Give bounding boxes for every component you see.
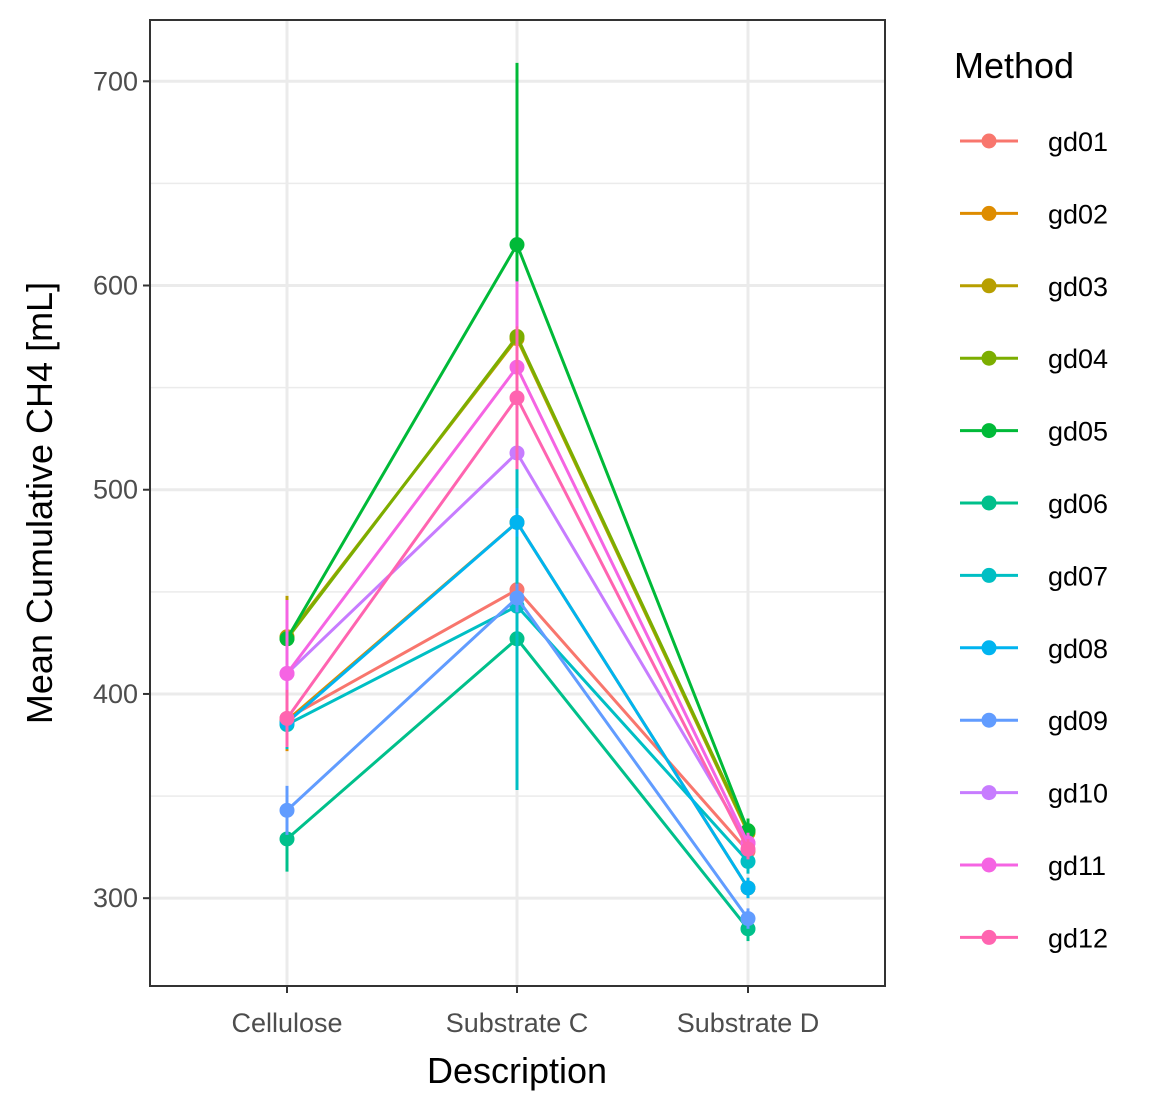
legend-item-gd03: gd03	[960, 272, 1108, 302]
legend-key-point-gd12	[981, 929, 997, 945]
y-axis-title: Mean Cumulative CH4 [mL]	[19, 282, 60, 724]
point-gd11-0	[279, 666, 295, 682]
legend-label-gd03: gd03	[1048, 272, 1108, 302]
legend-label-gd11: gd11	[1048, 851, 1106, 881]
legend-item-gd06: gd06	[960, 489, 1108, 519]
legend-item-gd12: gd12	[960, 923, 1108, 953]
legend-key-point-gd07	[981, 567, 997, 583]
legend-key-point-gd02	[981, 205, 997, 221]
legend: Method gd01gd02gd03gd04gd05gd06gd07gd08g…	[954, 45, 1108, 953]
legend-label-gd12: gd12	[1048, 923, 1108, 953]
legend-key-point-gd06	[981, 495, 997, 511]
y-tick-label-500: 500	[93, 475, 138, 505]
legend-label-gd01: gd01	[1048, 127, 1108, 157]
legend-key-point-gd01	[981, 133, 997, 149]
y-tick-label-300: 300	[93, 883, 138, 913]
legend-label-gd10: gd10	[1048, 779, 1108, 809]
series-layer	[279, 62, 756, 942]
legend-item-gd11: gd11	[960, 851, 1106, 881]
legend-item-gd10: gd10	[960, 779, 1108, 809]
point-gd06-0	[279, 831, 295, 847]
y-tick-label-600: 600	[93, 270, 138, 300]
point-gd12-2	[740, 841, 756, 857]
legend-item-gd09: gd09	[960, 706, 1108, 736]
point-gd08-1	[509, 514, 525, 530]
legend-label-gd02: gd02	[1048, 199, 1108, 229]
legend-key-point-gd10	[981, 785, 997, 801]
legend-label-gd09: gd09	[1048, 706, 1108, 736]
y-tick-label-400: 400	[93, 679, 138, 709]
legend-key-point-gd08	[981, 640, 997, 656]
legend-key-point-gd05	[981, 423, 997, 439]
point-gd08-2	[740, 880, 756, 896]
legend-key-point-gd09	[981, 712, 997, 728]
legend-item-gd05: gd05	[960, 417, 1108, 447]
legend-key-point-gd03	[981, 278, 997, 294]
series-gd09	[279, 583, 756, 929]
legend-key-point-gd04	[981, 350, 997, 366]
legend-item-gd08: gd08	[960, 634, 1108, 664]
point-gd09-0	[279, 802, 295, 818]
x-axis-title: Description	[427, 1050, 607, 1091]
legend-label-gd05: gd05	[1048, 417, 1108, 447]
legend-title: Method	[954, 45, 1074, 86]
series-gd12	[279, 326, 756, 860]
point-gd12-0	[279, 710, 295, 726]
legend-label-gd07: gd07	[1048, 561, 1108, 591]
x-tick-label-0: Cellulose	[231, 1008, 342, 1038]
axes: 300 400 500 600 700 Cellulose Substrate C Subst…	[93, 66, 819, 1038]
y-tick-label-700: 700	[93, 66, 138, 96]
legend-key-point-gd11	[981, 857, 997, 873]
x-tick-label-2: Substrate D	[677, 1008, 820, 1038]
legend-item-gd01: gd01	[960, 127, 1108, 157]
point-gd09-1	[509, 590, 525, 606]
point-gd05-1	[509, 237, 525, 253]
legend-label-gd04: gd04	[1048, 344, 1108, 374]
legend-items: gd01 gd02 gd03 gd04 gd05 gd06 gd07 gd08 gd09 gd10…	[960, 127, 1108, 953]
legend-item-gd04: gd04	[960, 344, 1108, 374]
x-tick-label-1: Substrate C	[446, 1008, 589, 1038]
point-gd09-2	[740, 911, 756, 927]
legend-label-gd08: gd08	[1048, 634, 1108, 664]
point-gd12-1	[509, 390, 525, 406]
point-gd07-2	[740, 853, 756, 869]
legend-item-gd02: gd02	[960, 199, 1108, 229]
legend-item-gd07: gd07	[960, 561, 1108, 591]
legend-label-gd06: gd06	[1048, 489, 1108, 519]
